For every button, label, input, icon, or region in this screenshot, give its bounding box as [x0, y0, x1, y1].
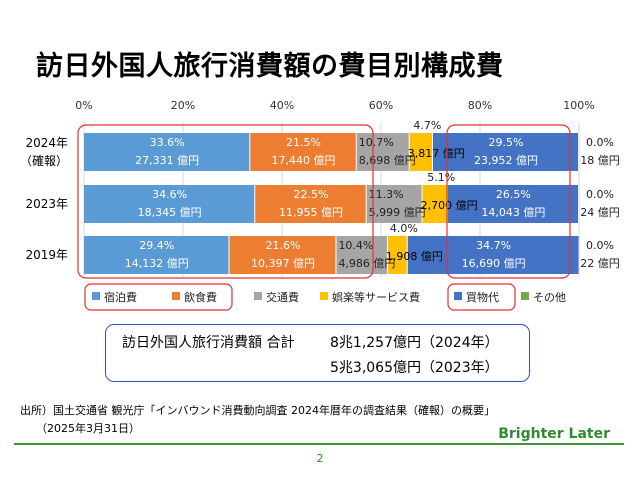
bar-segment	[229, 236, 336, 274]
bar-segment	[447, 185, 578, 223]
bar-segment	[432, 133, 578, 171]
x-tick-label: 60%	[369, 99, 393, 112]
legend-swatch	[454, 292, 462, 300]
data-label-pct: 10.4%	[338, 239, 373, 252]
bar-segment	[84, 236, 229, 274]
brand-logo: Brighter Later	[498, 426, 610, 442]
bar-segment	[356, 133, 409, 171]
bar-segment	[336, 236, 387, 274]
data-label-amount: 18,345 億円	[138, 206, 202, 219]
x-tick-label: 100%	[563, 99, 594, 112]
data-label-amount: 14,132 億円	[125, 257, 189, 270]
legend-swatch	[320, 292, 328, 300]
source-line-2: （2025年3月31日）	[36, 422, 140, 435]
totals-2023: 5兆3,065億円（2023年）	[330, 360, 499, 376]
data-label-amount: 10,397 億円	[251, 257, 315, 270]
data-label-amount: 3,817 億円	[408, 147, 465, 160]
data-label-amount: 5,999 億円	[369, 206, 426, 219]
data-label-amount: 23,952 億円	[474, 154, 538, 167]
data-label-amount: 27,331 億円	[135, 154, 199, 167]
data-label-amount: 11,955 億円	[279, 206, 343, 219]
data-label-amount: 22 億円	[580, 257, 620, 270]
data-label-amount: 18 億円	[580, 154, 620, 167]
data-label-pct: 34.7%	[476, 239, 511, 252]
legend-swatch	[521, 292, 529, 300]
data-label-pct: 0.0%	[586, 239, 614, 252]
legend-label: 交通費	[266, 290, 299, 304]
category-sublabel: （確報）	[20, 153, 68, 168]
data-label-amount: 16,690 億円	[462, 257, 526, 270]
data-label-pct: 34.6%	[152, 188, 187, 201]
data-label-amount: 14,043 億円	[481, 206, 545, 219]
legend-highlight-left	[84, 283, 233, 311]
category-label: 2019年	[25, 248, 68, 262]
legend-swatch	[172, 292, 180, 300]
data-label-pct: 5.1%	[427, 171, 455, 184]
totals-label: 訪日外国人旅行消費額 合計	[122, 335, 295, 351]
highlight-box-shopping	[446, 124, 571, 279]
page-number: 2	[316, 452, 324, 465]
bar-segment	[422, 185, 447, 223]
highlight-box-accommodation-food	[77, 124, 374, 279]
data-label-amount: 17,440 億円	[272, 154, 336, 167]
legend-label: その他	[533, 291, 566, 304]
totals-box	[105, 324, 530, 382]
bar-segment	[84, 185, 255, 223]
bar-segment	[250, 133, 356, 171]
x-tick-label: 40%	[270, 99, 294, 112]
x-tick-label: 20%	[171, 99, 195, 112]
footer-divider	[14, 443, 624, 445]
data-label-pct: 21.5%	[286, 136, 321, 149]
data-label-pct: 29.4%	[139, 239, 174, 252]
data-label-pct: 0.0%	[586, 188, 614, 201]
data-label-amount: 2,700 億円	[421, 199, 478, 212]
data-label-pct: 29.5%	[489, 136, 524, 149]
data-label-pct: 10.7%	[359, 136, 394, 149]
bar-segment	[409, 133, 432, 171]
composition-chart: 0% 20% 40% 60% 80% 100% 2024年 （確報） 2023年 2019年 33.…	[20, 99, 620, 311]
data-label-pct: 21.6%	[266, 239, 301, 252]
data-label-pct: 4.0%	[390, 222, 418, 235]
data-label-pct: 33.6%	[150, 136, 185, 149]
legend-label: 買物代	[466, 290, 499, 304]
bar-segment	[255, 185, 366, 223]
data-label-pct: 4.7%	[413, 119, 441, 132]
slide-title: 訪日外国人旅行消費額の費目別構成費	[36, 51, 504, 82]
totals-2024: 8兆1,257億円（2024年）	[330, 335, 499, 351]
x-tick-label: 80%	[468, 99, 492, 112]
bar-segment	[84, 133, 250, 171]
category-label: 2023年	[25, 197, 68, 211]
source-line-1: 出所）国土交通省 観光庁「インバウンド消費動向調査 2024年暦年の調査結果（確…	[20, 404, 495, 417]
data-label-pct: 0.0%	[586, 136, 614, 149]
data-label-pct: 26.5%	[496, 188, 531, 201]
bar-segment	[366, 185, 422, 223]
category-label: 2024年	[25, 136, 68, 150]
data-label-amount: 1,908 億円	[386, 250, 443, 263]
legend-label: 飲食費	[184, 290, 217, 304]
legend-highlight-shopping	[447, 283, 516, 311]
data-label-amount: 4,986 億円	[338, 257, 395, 270]
legend-label: 娯楽等サービス費	[332, 290, 420, 304]
legend-swatch	[92, 292, 100, 300]
x-tick-label: 0%	[75, 99, 92, 112]
legend-label: 宿泊費	[104, 290, 137, 304]
bar-segment	[387, 236, 407, 274]
legend-swatch	[254, 292, 262, 300]
data-label-pct: 11.3%	[369, 188, 404, 201]
data-label-amount: 24 億円	[580, 206, 620, 219]
bar-segment	[407, 236, 579, 274]
data-label-pct: 22.5%	[293, 188, 328, 201]
